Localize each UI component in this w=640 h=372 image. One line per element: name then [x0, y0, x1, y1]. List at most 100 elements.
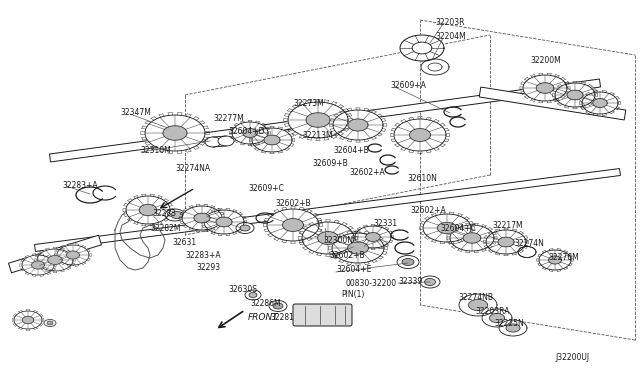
Text: 32282M: 32282M — [150, 224, 180, 232]
Text: 32203RA: 32203RA — [475, 307, 509, 315]
Polygon shape — [317, 232, 339, 244]
Ellipse shape — [205, 137, 221, 147]
Polygon shape — [548, 256, 561, 264]
Text: PIN(1): PIN(1) — [341, 291, 364, 299]
Text: 32200M: 32200M — [530, 55, 561, 64]
Polygon shape — [8, 235, 102, 273]
Ellipse shape — [424, 279, 435, 285]
Text: 32293: 32293 — [196, 263, 220, 273]
Text: 32217M: 32217M — [492, 221, 523, 230]
Polygon shape — [410, 129, 430, 141]
Polygon shape — [288, 102, 348, 138]
Polygon shape — [333, 110, 383, 140]
Polygon shape — [126, 196, 170, 224]
Text: 32331: 32331 — [373, 218, 397, 228]
Polygon shape — [31, 261, 44, 269]
Polygon shape — [283, 219, 303, 231]
Polygon shape — [22, 317, 34, 324]
Polygon shape — [536, 83, 554, 93]
Text: 32604+D: 32604+D — [228, 126, 264, 135]
Text: 32609+B: 32609+B — [312, 158, 348, 167]
Ellipse shape — [397, 256, 419, 269]
Text: 00830-32200: 00830-32200 — [345, 279, 396, 289]
Text: J32200UJ: J32200UJ — [555, 353, 589, 362]
Polygon shape — [555, 83, 595, 107]
Polygon shape — [459, 294, 497, 316]
Polygon shape — [216, 217, 232, 227]
Text: 32347M: 32347M — [120, 108, 151, 116]
Polygon shape — [366, 232, 380, 241]
Polygon shape — [267, 209, 319, 241]
Ellipse shape — [245, 290, 261, 300]
Polygon shape — [463, 233, 481, 243]
Polygon shape — [140, 204, 157, 216]
Polygon shape — [252, 128, 292, 152]
Polygon shape — [482, 309, 512, 327]
Text: 32602+B: 32602+B — [275, 199, 310, 208]
Text: 32203R: 32203R — [435, 17, 465, 26]
Polygon shape — [194, 213, 210, 223]
Polygon shape — [204, 210, 244, 234]
Text: 32602+B: 32602+B — [329, 250, 365, 260]
Polygon shape — [332, 233, 384, 263]
Ellipse shape — [420, 276, 440, 288]
Polygon shape — [67, 251, 79, 259]
Polygon shape — [49, 79, 600, 162]
Text: 32283+A: 32283+A — [185, 250, 221, 260]
Polygon shape — [355, 226, 391, 248]
Ellipse shape — [269, 301, 287, 311]
Polygon shape — [593, 99, 607, 108]
Polygon shape — [582, 92, 618, 114]
Ellipse shape — [47, 321, 53, 325]
Polygon shape — [499, 320, 527, 336]
Text: 32274NB: 32274NB — [458, 294, 493, 302]
Text: 32283: 32283 — [152, 208, 176, 218]
Text: FRONT: FRONT — [248, 314, 279, 323]
Polygon shape — [232, 122, 268, 144]
Polygon shape — [306, 113, 330, 127]
Ellipse shape — [165, 209, 185, 221]
Polygon shape — [421, 59, 449, 75]
Polygon shape — [302, 222, 354, 254]
Text: 32283+A: 32283+A — [62, 180, 98, 189]
Text: 32286M: 32286M — [250, 298, 280, 308]
Text: 32273M: 32273M — [293, 99, 324, 108]
Text: 32604+C: 32604+C — [440, 224, 476, 232]
Text: 32610N: 32610N — [407, 173, 437, 183]
Text: 32604+B: 32604+B — [333, 145, 369, 154]
Text: 32276M: 32276M — [548, 253, 579, 263]
Polygon shape — [490, 314, 504, 323]
FancyBboxPatch shape — [293, 304, 352, 326]
Polygon shape — [182, 206, 222, 230]
Ellipse shape — [44, 320, 56, 327]
Polygon shape — [486, 230, 526, 254]
Ellipse shape — [240, 225, 250, 231]
Polygon shape — [567, 90, 583, 100]
Ellipse shape — [402, 259, 414, 266]
Ellipse shape — [273, 303, 283, 309]
Text: 32274NA: 32274NA — [175, 164, 210, 173]
Polygon shape — [437, 222, 456, 234]
Polygon shape — [506, 324, 520, 332]
Text: 32274N: 32274N — [514, 238, 544, 247]
Text: 32609+A: 32609+A — [390, 80, 426, 90]
Text: 32310M: 32310M — [140, 145, 171, 154]
Text: 32225N: 32225N — [494, 318, 524, 327]
Polygon shape — [57, 245, 89, 265]
Polygon shape — [48, 256, 62, 264]
Polygon shape — [498, 237, 514, 247]
Polygon shape — [22, 255, 54, 275]
Polygon shape — [243, 129, 257, 137]
Text: 32300N: 32300N — [323, 235, 353, 244]
Text: 32204M: 32204M — [435, 32, 466, 41]
Polygon shape — [479, 87, 626, 120]
Polygon shape — [163, 126, 187, 140]
Ellipse shape — [236, 222, 254, 234]
Polygon shape — [468, 299, 488, 311]
Text: 32277M: 32277M — [213, 113, 244, 122]
Ellipse shape — [518, 247, 536, 257]
Polygon shape — [37, 249, 73, 271]
Polygon shape — [35, 169, 620, 251]
Ellipse shape — [218, 136, 234, 146]
Polygon shape — [348, 242, 369, 254]
